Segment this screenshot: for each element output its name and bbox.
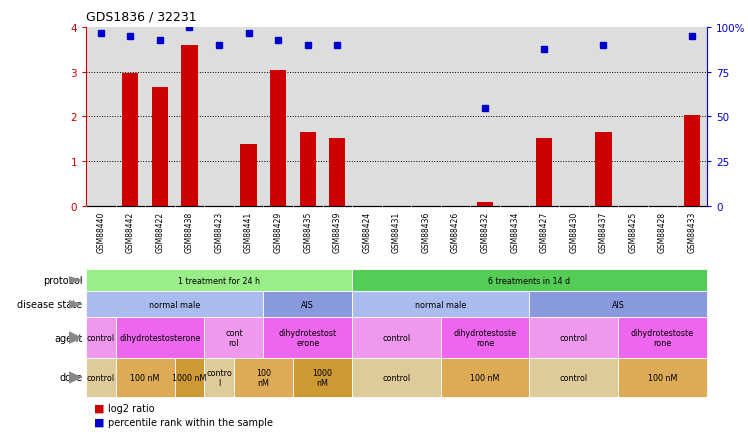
Text: 100 nM: 100 nM: [470, 373, 500, 382]
Text: control: control: [382, 373, 411, 382]
Text: log2 ratio: log2 ratio: [108, 403, 155, 413]
Text: dihydrotestoste
rone: dihydrotestoste rone: [453, 329, 517, 347]
Bar: [241, 145, 257, 206]
Text: GSM88442: GSM88442: [126, 211, 135, 252]
Bar: [86, 269, 352, 292]
Bar: [263, 318, 352, 358]
Text: GSM88431: GSM88431: [392, 211, 401, 252]
Bar: [352, 318, 441, 358]
Text: agent: agent: [54, 333, 82, 343]
Text: GSM88439: GSM88439: [333, 211, 342, 253]
Text: cont
rol: cont rol: [225, 329, 242, 347]
Bar: [181, 46, 197, 206]
Bar: [270, 70, 286, 206]
Text: ■: ■: [94, 403, 104, 413]
Bar: [536, 138, 552, 206]
Bar: [530, 358, 618, 397]
Text: GSM88436: GSM88436: [422, 211, 431, 253]
Bar: [152, 88, 168, 206]
Text: control: control: [560, 373, 588, 382]
Text: GSM88434: GSM88434: [510, 211, 519, 253]
Text: GSM88422: GSM88422: [156, 211, 165, 252]
Text: 1 treatment for 24 h: 1 treatment for 24 h: [178, 276, 260, 285]
Text: control: control: [560, 333, 588, 342]
Bar: [618, 318, 707, 358]
Text: dose: dose: [59, 373, 82, 382]
Bar: [86, 318, 116, 358]
Text: GSM88430: GSM88430: [569, 211, 578, 253]
Text: normal male: normal male: [149, 300, 200, 309]
Text: GSM88427: GSM88427: [540, 211, 549, 252]
Text: GSM88429: GSM88429: [274, 211, 283, 252]
Text: GSM88433: GSM88433: [687, 211, 696, 253]
Bar: [86, 358, 116, 397]
Bar: [530, 292, 707, 318]
Text: ■: ■: [94, 417, 104, 427]
Bar: [441, 318, 530, 358]
Text: contro
l: contro l: [206, 368, 232, 387]
Text: GSM88440: GSM88440: [96, 211, 105, 253]
Text: control: control: [87, 373, 115, 382]
Bar: [293, 358, 352, 397]
Bar: [116, 318, 204, 358]
Text: GSM88425: GSM88425: [628, 211, 637, 252]
Text: 6 treatments in 14 d: 6 treatments in 14 d: [488, 276, 571, 285]
Text: control: control: [87, 333, 115, 342]
Text: normal male: normal male: [415, 300, 467, 309]
Text: protocol: protocol: [43, 276, 82, 285]
Bar: [352, 358, 441, 397]
Text: GSM88432: GSM88432: [481, 211, 490, 252]
Text: GSM88438: GSM88438: [185, 211, 194, 252]
Bar: [441, 358, 530, 397]
Bar: [204, 318, 263, 358]
Bar: [618, 358, 707, 397]
Text: 100 nM: 100 nM: [648, 373, 677, 382]
Text: AIS: AIS: [301, 300, 314, 309]
Text: GSM88437: GSM88437: [599, 211, 608, 253]
Bar: [234, 358, 293, 397]
Bar: [530, 318, 618, 358]
Text: dihydrotestost
erone: dihydrotestost erone: [279, 329, 337, 347]
Bar: [595, 133, 612, 206]
Bar: [477, 203, 493, 206]
Text: GDS1836 / 32231: GDS1836 / 32231: [86, 11, 197, 24]
Bar: [352, 292, 530, 318]
Text: GSM88423: GSM88423: [215, 211, 224, 252]
Text: GSM88441: GSM88441: [244, 211, 253, 252]
Bar: [116, 358, 175, 397]
Bar: [352, 269, 707, 292]
Text: 1000
nM: 1000 nM: [313, 368, 333, 387]
Bar: [329, 138, 346, 206]
Text: GSM88426: GSM88426: [451, 211, 460, 252]
Polygon shape: [69, 277, 81, 283]
Bar: [684, 116, 700, 206]
Text: AIS: AIS: [612, 300, 625, 309]
Text: 100
nM: 100 nM: [256, 368, 271, 387]
Polygon shape: [69, 372, 81, 383]
Bar: [300, 133, 316, 206]
Bar: [86, 292, 263, 318]
Text: control: control: [382, 333, 411, 342]
Text: GSM88428: GSM88428: [658, 211, 667, 252]
Bar: [175, 358, 204, 397]
Text: GSM88424: GSM88424: [362, 211, 371, 252]
Text: 1000 nM: 1000 nM: [172, 373, 206, 382]
Text: GSM88435: GSM88435: [303, 211, 312, 253]
Text: percentile rank within the sample: percentile rank within the sample: [108, 417, 274, 427]
Polygon shape: [69, 301, 81, 308]
Text: disease state: disease state: [17, 300, 82, 309]
Polygon shape: [69, 332, 81, 344]
Text: dihydrotestosterone: dihydrotestosterone: [119, 333, 200, 342]
Text: dihydrotestoste
rone: dihydrotestoste rone: [631, 329, 694, 347]
Bar: [122, 74, 138, 206]
Bar: [263, 292, 352, 318]
Bar: [204, 358, 234, 397]
Text: 100 nM: 100 nM: [130, 373, 160, 382]
